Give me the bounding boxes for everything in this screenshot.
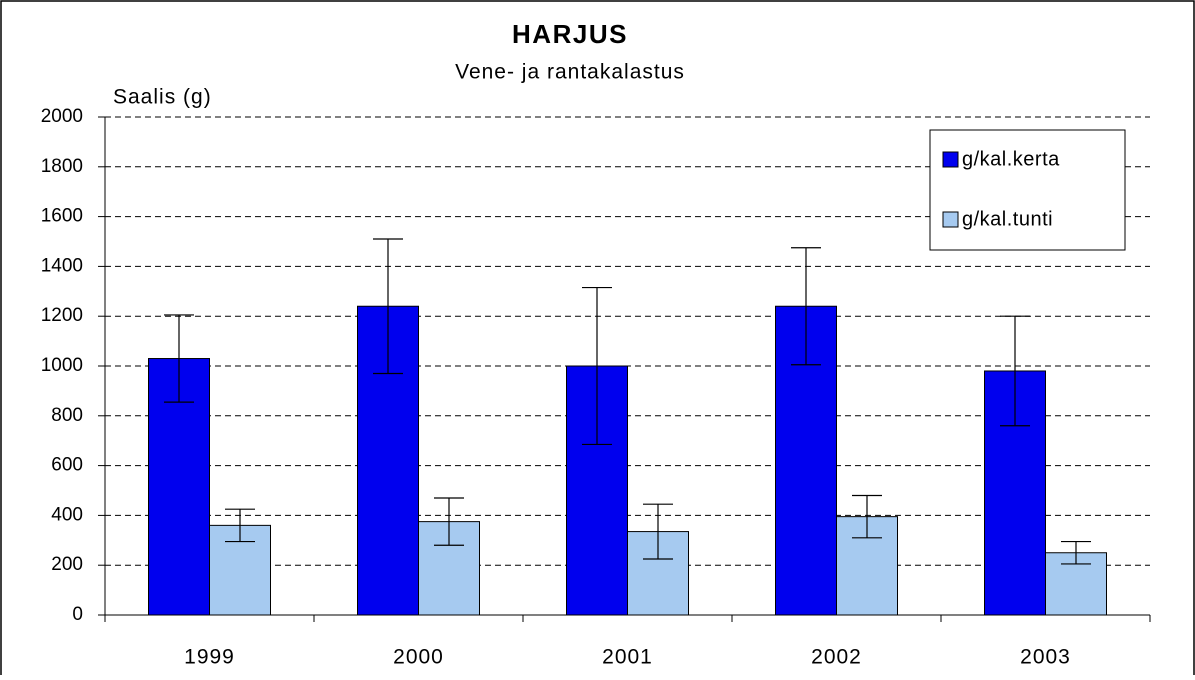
error-bar [791,247,821,366]
x-tick-label: 2001 [602,646,653,669]
y-tick-label: 2000 [41,106,83,127]
y-tick-label: 1200 [41,305,83,326]
x-tick-label: 1999 [184,646,235,669]
legend-swatch [942,151,959,168]
x-tick-label: 2000 [393,646,444,669]
x-tick-label: 2003 [1020,646,1071,669]
error-bar [643,503,673,560]
error-bar [582,286,612,446]
error-bar [373,238,403,375]
y-tick-label: 400 [51,504,83,525]
y-tick-label: 600 [51,455,83,476]
error-bar [225,508,255,543]
error-bar [852,494,882,539]
legend-swatch [942,211,959,228]
bar [148,358,210,616]
y-tick-label: 800 [51,405,83,426]
legend-box [929,129,1126,251]
y-tick-label: 1000 [41,355,83,376]
error-bar [1000,315,1030,427]
chart-subtitle: Vene- ja rantakalastus [455,61,685,84]
y-tick-label: 1800 [41,156,83,177]
legend-label: g/kal.kerta [962,148,1060,170]
legend-label: g/kal.tunti [962,208,1053,230]
y-axis-label: Saalis (g) [113,86,212,109]
error-bar [164,314,194,403]
y-tick-label: 0 [72,604,83,625]
y-tick-label: 1600 [41,206,83,227]
chart-title: HARJUS [512,19,628,49]
x-tick-label: 2002 [811,646,862,669]
y-tick-label: 1400 [41,255,83,276]
error-bar [1061,540,1091,565]
bar [836,516,898,616]
error-bar [434,497,464,546]
y-tick-label: 200 [51,554,83,575]
